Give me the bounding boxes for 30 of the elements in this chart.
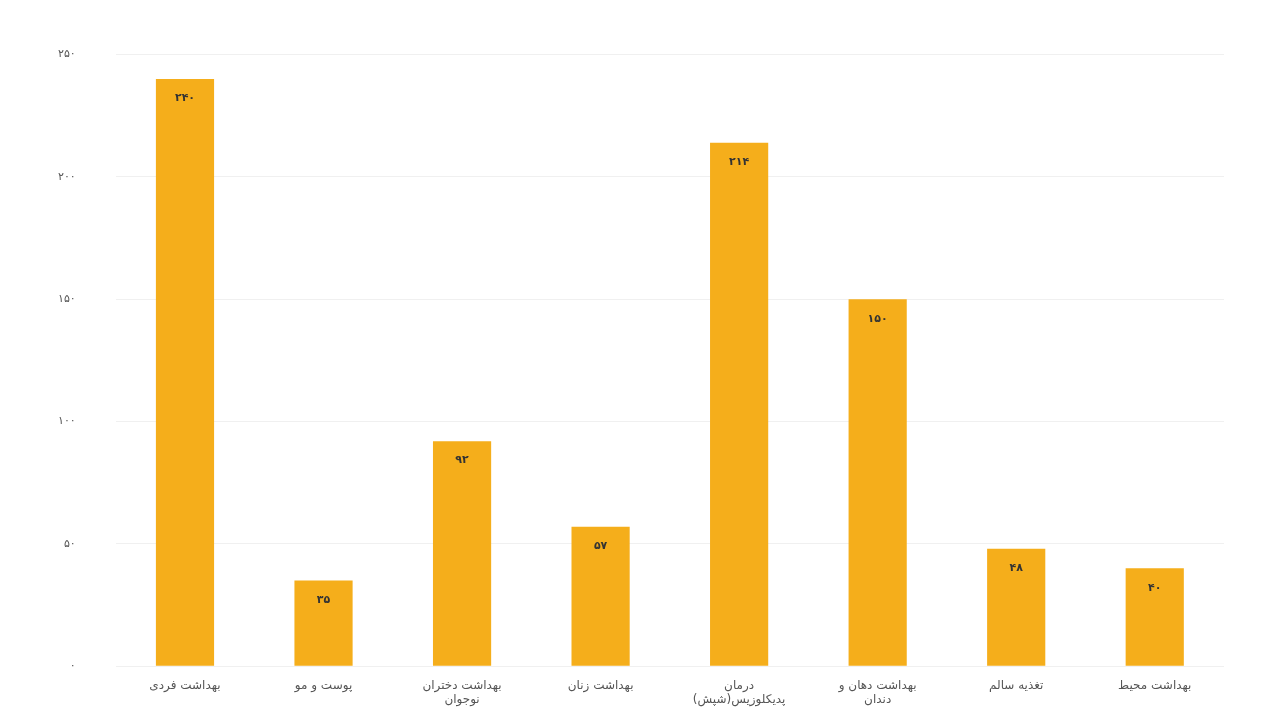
y-tick-label: ۵۰ [63,536,76,550]
data-label: ۹۲ [455,453,470,467]
x-tick-label: بهداشت دختران نوجوان [422,677,502,707]
bar [710,142,769,666]
y-tick-label: ۰ [69,659,76,673]
bar [155,79,215,666]
data-label: ۵۷ [593,539,608,553]
bar [1125,568,1184,666]
x-tick-label: درمان پدیکلوزیس(شپش) [692,677,786,707]
data-label: ۴۸ [1009,561,1024,575]
bar [294,580,353,666]
bar [432,441,492,666]
bar [848,299,907,666]
bar [571,526,630,666]
x-tick-label: بهداشت زنان [567,677,634,693]
y-tick-label: ۲۰۰ [57,169,76,183]
data-label: ۱۵۰ [867,311,888,325]
data-label: ۲۱۴ [729,155,750,169]
y-tick-label: ۱۰۰ [57,414,76,428]
y-tick-label: ۱۵۰ [57,292,76,306]
data-label: ۲۴۰ [174,91,196,105]
y-tick-label: ۲۵۰ [57,47,76,61]
x-tick-label: بهداشت فردی [149,677,221,693]
bar [987,548,1046,666]
x-tick-label: تغذیه سالم [989,677,1044,692]
x-tick-label: بهداشت دهان و دندان [837,677,917,706]
data-label: ۴۰ [1148,580,1162,594]
x-tick-label: پوست و مو [293,677,353,693]
x-tick-label: بهداشت محیط [1118,677,1192,692]
data-label: ۳۵ [316,592,331,606]
